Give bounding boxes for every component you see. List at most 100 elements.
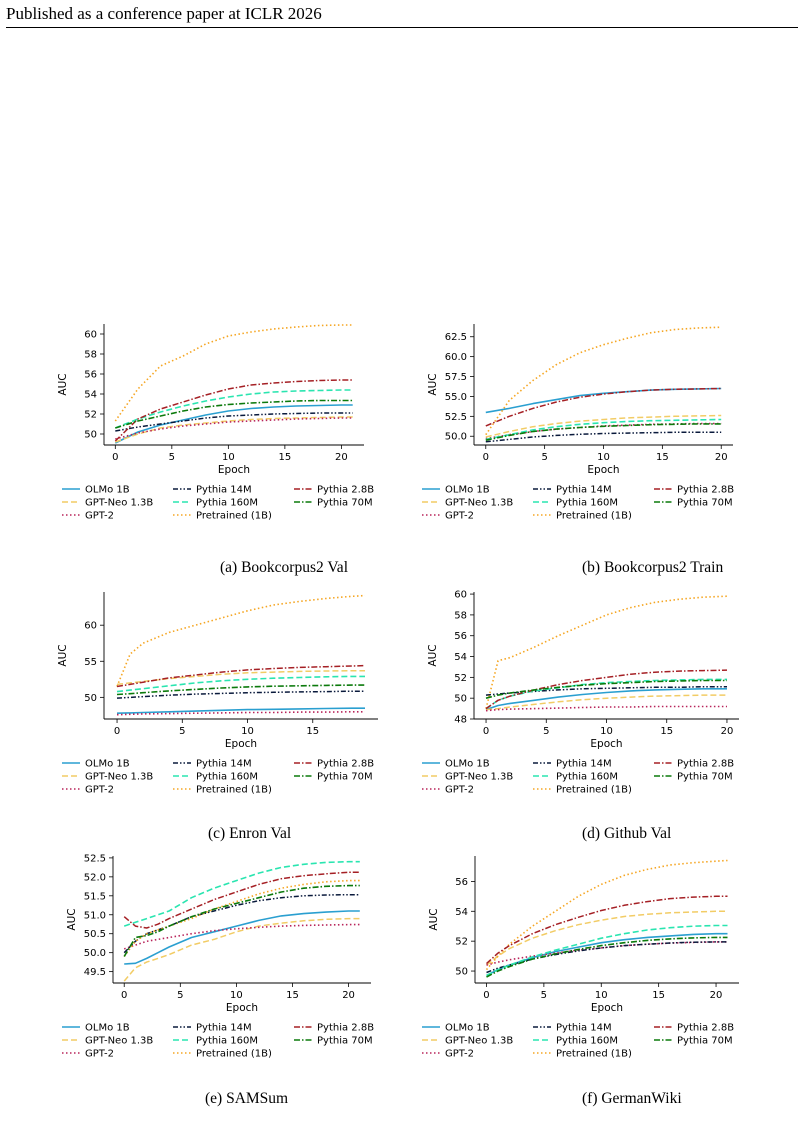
y-tick-label: 51.0 — [84, 910, 106, 921]
series-line-gpt-neo-1-3b — [485, 414, 722, 438]
subfigure-caption: (e) SAMSum — [205, 1090, 288, 1107]
x-tick-label: 10 — [241, 726, 254, 737]
x-tick-label: 10 — [222, 452, 235, 463]
legend-label: Pretrained (1B) — [556, 511, 632, 522]
y-axis-label: AUC — [66, 908, 78, 930]
y-tick-label: 50.0 — [84, 948, 106, 959]
legend-label: GPT-Neo 1.3B — [445, 772, 513, 783]
x-tick-label: 5 — [169, 452, 175, 463]
legend-label: Pythia 160M — [556, 1036, 618, 1047]
series-line-gpt-2 — [486, 941, 728, 966]
series-line-pythia-160m — [123, 860, 360, 927]
series-line-pythia-2-8b — [116, 664, 366, 688]
x-tick-label: 5 — [543, 726, 549, 737]
legend-label: GPT-2 — [85, 511, 114, 522]
series-line-gpt-neo-1-3b — [116, 669, 365, 686]
legend-label: OLMo 1B — [445, 1023, 490, 1034]
x-tick-label: 10 — [597, 452, 610, 463]
y-tick-label: 57.5 — [445, 372, 467, 383]
legend-label: Pythia 14M — [556, 759, 612, 770]
legend: OLMo 1B GPT-Neo 1.3B GPT-2 Pythia 14M Pythia… — [422, 1023, 734, 1060]
y-tick-label: 50 — [455, 967, 468, 978]
y-tick-label: 50 — [84, 430, 97, 441]
x-tick-label: 15 — [279, 452, 292, 463]
x-tick-label: 5 — [177, 990, 183, 1001]
chart-panel-3: 50 55 60 0 5 10 15 Epoch AUC OLMo 1B GPT-Neo 1.3B G… — [57, 592, 378, 842]
legend-label: GPT-Neo 1.3B — [85, 498, 153, 509]
series-line-olmo-1b — [124, 910, 360, 965]
series-line-pretrained-1b — [123, 879, 360, 957]
x-axis-label: Epoch — [226, 1002, 258, 1014]
legend-label: OLMo 1B — [445, 485, 490, 496]
series-line-pythia-2-8b — [123, 871, 360, 929]
legend-label: Pythia 160M — [556, 772, 618, 783]
series-line-pythia-70m — [116, 684, 365, 696]
series-line-pretrained-1b — [116, 594, 366, 687]
series-line-pretrained-1b — [485, 595, 728, 709]
y-tick-label: 50 — [454, 694, 467, 705]
x-tick-label: 0 — [121, 990, 127, 1001]
series-line-olmo-1b — [485, 687, 727, 711]
y-tick-label: 48 — [454, 715, 467, 726]
y-tick-label: 58 — [84, 350, 97, 361]
legend: OLMo 1B GPT-Neo 1.3B GPT-2 Pythia 14M Pythia… — [62, 485, 374, 522]
y-tick-label: 60 — [84, 621, 97, 632]
legend-label: GPT-2 — [85, 1049, 114, 1060]
y-axis-label: AUC — [427, 373, 439, 395]
x-tick-label: 5 — [541, 990, 547, 1001]
x-tick-label: 20 — [721, 726, 734, 737]
x-tick-label: 0 — [483, 990, 489, 1001]
y-tick-label: 49.5 — [84, 967, 106, 978]
y-axis-label: AUC — [428, 908, 440, 930]
legend-label: Pretrained (1B) — [556, 785, 632, 796]
subfigure-caption: (a) Bookcorpus2 Val — [220, 559, 348, 576]
legend: OLMo 1B GPT-Neo 1.3B GPT-2 Pythia 14M Pythia… — [422, 759, 734, 796]
legend-label: Pretrained (1B) — [196, 511, 272, 522]
legend-label: Pythia 14M — [196, 485, 252, 496]
series-line-olmo-1b — [486, 932, 728, 977]
legend-label: OLMo 1B — [85, 485, 130, 496]
y-tick-label: 52.0 — [84, 872, 106, 883]
x-tick-label: 15 — [652, 990, 665, 1001]
series-line-pythia-70m — [485, 423, 722, 441]
legend-label: Pretrained (1B) — [556, 1049, 632, 1060]
legend-label: Pythia 2.8B — [677, 759, 734, 770]
series-line-pythia-2-8b — [485, 387, 722, 427]
x-axis-label: Epoch — [591, 1002, 623, 1014]
y-tick-label: 54 — [84, 390, 97, 401]
series-line-pythia-2-8b — [485, 895, 728, 965]
y-axis-label: AUC — [57, 373, 69, 395]
y-tick-label: 50.5 — [84, 929, 106, 940]
y-tick-label: 52 — [84, 410, 97, 421]
legend-label: OLMo 1B — [85, 759, 130, 770]
y-tick-label: 60 — [454, 590, 467, 601]
x-tick-label: 0 — [483, 726, 489, 737]
legend-label: Pythia 14M — [196, 759, 252, 770]
x-tick-label: 10 — [600, 726, 613, 737]
series-line-gpt-neo-1-3b — [123, 917, 360, 982]
legend-label: Pythia 160M — [556, 498, 618, 509]
legend: OLMo 1B GPT-Neo 1.3B GPT-2 Pythia 14M Pythia… — [422, 485, 734, 522]
series-line-pythia-160m — [115, 389, 353, 429]
series-line-olmo-1b — [485, 387, 722, 414]
series-line-gpt-2 — [485, 705, 727, 712]
legend-label: Pythia 2.8B — [677, 485, 734, 496]
series-line-pythia-14m — [485, 431, 722, 443]
series-line-pythia-70m — [486, 936, 728, 978]
y-axis-label: AUC — [57, 644, 69, 666]
series-line-pythia-160m — [485, 418, 722, 441]
x-tick-label: 20 — [710, 990, 723, 1001]
legend-label: Pythia 70M — [677, 498, 733, 509]
y-tick-label: 56 — [455, 877, 468, 888]
series-line-gpt-neo-1-3b — [486, 910, 728, 966]
y-tick-label: 58 — [454, 610, 467, 621]
legend-label: Pythia 70M — [677, 772, 733, 783]
series-line-pythia-2-8b — [485, 669, 728, 710]
series-line-pythia-160m — [485, 678, 727, 710]
x-tick-label: 0 — [483, 452, 489, 463]
legend-label: OLMo 1B — [445, 759, 490, 770]
legend-label: GPT-Neo 1.3B — [85, 772, 153, 783]
legend-label: Pretrained (1B) — [196, 1049, 272, 1060]
series-line-pretrained-1b — [485, 859, 728, 971]
legend-label: Pythia 14M — [556, 1023, 612, 1034]
